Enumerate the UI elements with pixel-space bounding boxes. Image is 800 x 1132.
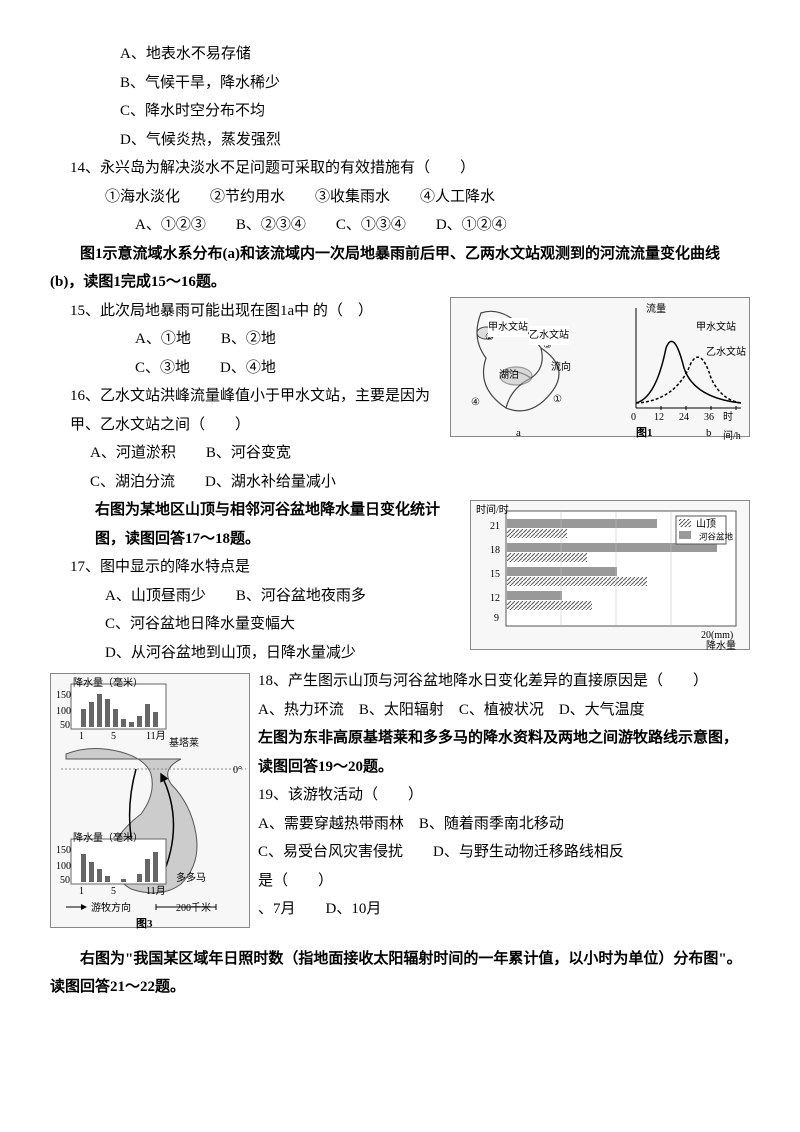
- fig2-t18: 18: [490, 541, 500, 560]
- fig1-x24: 24: [679, 408, 689, 427]
- fig1-cap: 图1: [636, 423, 653, 444]
- fig2-t21: 21: [490, 517, 500, 536]
- fig1-xl: 时间/h: [723, 408, 749, 446]
- fig3-m11a: 11月: [146, 727, 166, 746]
- fig3-s: 游牧方向: [91, 899, 131, 918]
- q13-options: A、地表水不易存储 B、气候干旱，降水稀少 C、降水时空分布不均 D、气候炎热，…: [50, 40, 750, 154]
- fig3-m1a: 1: [79, 727, 84, 746]
- q14-stem: 14、永兴岛为解决淡水不足问题可采取的有效措施有（ ）: [70, 154, 750, 183]
- fig3-d: 多多马: [176, 869, 206, 888]
- fig3-m1b: 1: [79, 882, 84, 901]
- fig3-50b: 50: [60, 871, 70, 890]
- figure-3: 降水量（毫米） 150 100 50 1 5 11月 基塔莱 0° 降水量（毫米…: [50, 673, 250, 939]
- fig1-hu: 湖泊: [499, 366, 519, 385]
- fig3-t1b: 降水量（毫米）: [73, 829, 143, 848]
- fig3-k: 基塔莱: [169, 734, 199, 753]
- intro-21-22: 右图为"我国某区域年日照时数（指地面接收太阳辐射时间的一年累计值，以小时为单位）…: [50, 945, 750, 1002]
- opt-c: C、降水时空分布不均: [120, 97, 750, 126]
- fig3-km: 200千米: [176, 899, 211, 918]
- fig1-a: a: [516, 423, 521, 444]
- fig2-xl: 降水量: [706, 637, 736, 656]
- fig1-x12: 12: [654, 408, 664, 427]
- fig1-n4: ④: [471, 393, 480, 412]
- fig3-cap: 图3: [136, 914, 153, 935]
- opt-d: D、气候炎热，蒸发强烈: [120, 126, 750, 155]
- intro-15-16: 图1示意流域水系分布(a)和该流域内一次局地暴雨前后甲、乙两水文站观测到的河流流…: [50, 240, 750, 297]
- fig2-t9: 9: [494, 609, 499, 628]
- opt-b: B、气候干旱，降水稀少: [120, 69, 750, 98]
- fig1-yi-b: 乙水文站: [706, 343, 746, 362]
- q14-line: ①海水淡化 ②节约用水 ③收集雨水 ④人工降水: [105, 183, 750, 212]
- fig1-liu: 流向: [551, 358, 571, 377]
- fig2-h: 河谷盆地: [699, 529, 733, 545]
- figure-1: ② ③ ① ④ 湖泊 流向 甲水文站 乙水文站 流量 甲水文站 乙水文站 0 1…: [450, 297, 750, 448]
- fig1-jia-b: 甲水文站: [696, 318, 736, 337]
- fig2-t12: 12: [490, 589, 500, 608]
- fig3-m11b: 11月: [146, 882, 166, 901]
- fig3-50a: 50: [60, 716, 70, 735]
- fig1-ylabel: 流量: [646, 300, 666, 319]
- opt-a: A、地表水不易存储: [120, 40, 750, 69]
- fig3-m5a: 5: [111, 727, 116, 746]
- fig3-t1a: 降水量（毫米）: [73, 674, 143, 693]
- fig3-0deg: 0°: [233, 761, 242, 780]
- fig1-yi-a: 乙水文站: [529, 326, 569, 345]
- fig1-jia-a: 甲水文站: [488, 318, 528, 337]
- figure-2: 时间/时 21 18 15 12 9 山顶 河谷盆地 20(mm) 降水量: [470, 500, 750, 661]
- fig1-n1: ①: [553, 390, 562, 409]
- q14-opts: A、①②③ B、②③④ C、①③④ D、①②④: [135, 211, 750, 240]
- q16-opts-cd: C、湖泊分流 D、湖水补给量减小: [90, 468, 750, 497]
- fig1-b: b: [706, 423, 712, 444]
- fig2-t15: 15: [490, 565, 500, 584]
